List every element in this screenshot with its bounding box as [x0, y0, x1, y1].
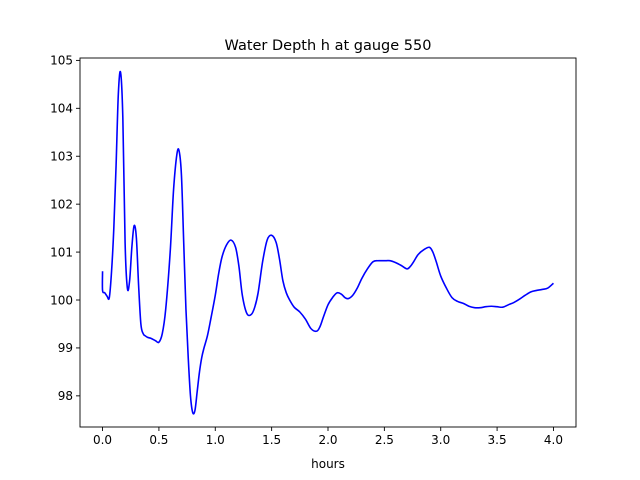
x-tick-label: 1.0 — [206, 433, 225, 447]
x-tick-label: 3.5 — [488, 433, 507, 447]
y-tick-label: 102 — [50, 197, 73, 211]
x-tick-label: 4.0 — [544, 433, 563, 447]
x-tick-label: 0.0 — [93, 433, 112, 447]
y-tick-label: 98 — [58, 389, 73, 403]
y-tick-label: 104 — [50, 102, 73, 116]
y-tick-label: 103 — [50, 150, 73, 164]
x-tick-label: 2.5 — [375, 433, 394, 447]
y-tick-label: 99 — [58, 341, 73, 355]
x-tick-label: 0.5 — [149, 433, 168, 447]
x-tick-label: 1.5 — [262, 433, 281, 447]
x-tick-label: 3.0 — [431, 433, 450, 447]
chart-title: Water Depth h at gauge 550 — [225, 38, 432, 54]
series-line-0 — [102, 71, 553, 413]
y-tick-label: 101 — [50, 245, 73, 259]
x-tick-label: 2.0 — [318, 433, 337, 447]
x-axis-label: hours — [311, 457, 345, 471]
axes-frame — [80, 58, 576, 427]
y-tick-label: 100 — [50, 293, 73, 307]
y-tick-label: 105 — [50, 54, 73, 68]
plot-area: 0.0 0.5 1.0 1.5 2.0 2.5 3.0 3.5 4.0 98 99 100 101 102… — [50, 54, 576, 447]
